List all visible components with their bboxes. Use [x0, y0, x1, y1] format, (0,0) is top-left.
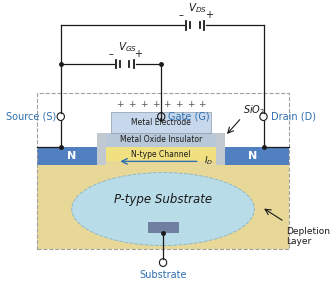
Text: +: + — [128, 100, 136, 110]
Text: $V_{DS}$: $V_{DS}$ — [188, 2, 207, 16]
Bar — [107, 133, 216, 147]
Text: Depletion
Layer: Depletion Layer — [286, 227, 330, 246]
Bar — [37, 161, 289, 249]
Text: N: N — [248, 151, 257, 161]
Text: +: + — [152, 100, 159, 110]
Bar — [37, 147, 107, 165]
Text: Substrate: Substrate — [139, 270, 187, 280]
Text: $V_{GS}$: $V_{GS}$ — [118, 40, 137, 54]
Text: Metal Electrode: Metal Electrode — [131, 118, 191, 127]
Text: Gate (G): Gate (G) — [168, 112, 209, 122]
Text: +: + — [205, 10, 213, 20]
Bar — [97, 133, 107, 165]
Text: +: + — [116, 100, 124, 110]
Text: –: – — [109, 49, 114, 59]
Text: +: + — [175, 100, 182, 110]
Text: $I_D$: $I_D$ — [204, 154, 213, 167]
Text: P-type Substrate: P-type Substrate — [114, 193, 212, 206]
Bar — [107, 147, 216, 161]
Text: +: + — [163, 100, 171, 110]
Bar — [111, 112, 211, 133]
Bar — [216, 133, 225, 165]
Bar — [148, 222, 179, 233]
Bar — [216, 147, 289, 165]
Text: N: N — [67, 151, 76, 161]
Text: –: – — [179, 10, 184, 20]
Text: +: + — [187, 100, 194, 110]
Text: $SiO_2$: $SiO_2$ — [243, 103, 265, 117]
Text: +: + — [134, 49, 142, 59]
Text: Metal Oxide Insulator: Metal Oxide Insulator — [120, 136, 202, 144]
Text: N-type Channel: N-type Channel — [131, 150, 191, 158]
Text: +: + — [140, 100, 148, 110]
Text: +: + — [199, 100, 206, 110]
Text: Drain (D): Drain (D) — [271, 112, 316, 122]
Text: Source (S): Source (S) — [6, 112, 56, 122]
Bar — [37, 93, 289, 249]
Ellipse shape — [72, 173, 254, 246]
